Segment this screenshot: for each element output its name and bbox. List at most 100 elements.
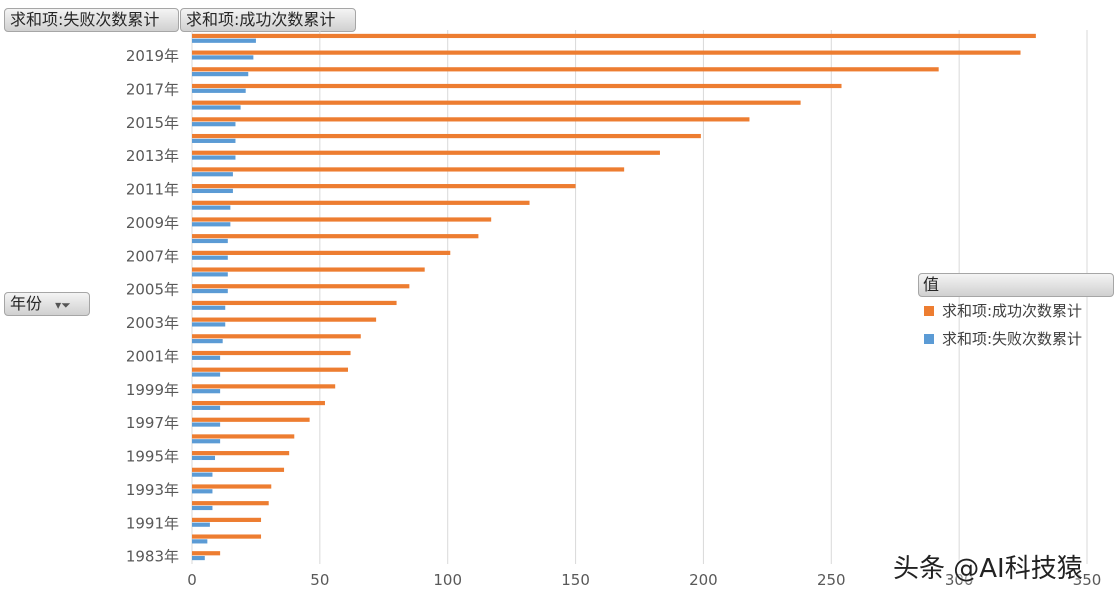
bar-success-8	[192, 167, 625, 172]
bar-fail-17	[192, 322, 226, 327]
legend-label-success: 求和项:成功次数累计	[942, 302, 1083, 320]
bar-fail-27	[192, 489, 213, 494]
bar-success-23	[192, 417, 310, 422]
y-tick-label-27: 1993年	[126, 481, 179, 499]
y-tick-label-7: 2013年	[126, 147, 179, 165]
bar-success-3	[192, 83, 842, 89]
bar-fail-21	[192, 389, 221, 394]
bar-success-4	[192, 100, 801, 105]
legend-swatch-fail	[924, 334, 934, 344]
x-tick-label-50: 50	[310, 571, 329, 589]
bar-success-28	[192, 501, 269, 506]
bar-fail-3	[192, 88, 246, 93]
bar-fail-29	[192, 522, 210, 527]
bar-fail-6	[192, 138, 236, 143]
bar-success-17	[192, 317, 377, 322]
bar-success-10	[192, 200, 530, 205]
bar-success-6	[192, 133, 701, 139]
bar-fail-8	[192, 172, 233, 177]
bar-fail-1	[192, 55, 254, 60]
y-tick-label-11: 2009年	[126, 214, 179, 232]
y-tick-label-29: 1991年	[126, 514, 179, 532]
bar-fail-31	[192, 555, 205, 561]
bar-fail-20	[192, 372, 221, 377]
filter-dropdown-icon[interactable]: ▾⏷	[55, 298, 71, 312]
x-axis-labels: 0 50 100 150 200 250 300 350	[187, 571, 1101, 589]
y-tick-label-17: 2003年	[126, 314, 179, 332]
y-tick-label-25: 1995年	[126, 448, 179, 466]
bar-fail-28	[192, 505, 213, 511]
bars	[192, 33, 1036, 561]
bar-success-25	[192, 451, 290, 456]
success-sum-field-button[interactable]: 求和项:成功次数累计	[180, 8, 356, 32]
x-tick-label-300: 300	[945, 571, 974, 589]
fail-sum-field-button[interactable]: 求和项:失败次数累计	[4, 8, 179, 32]
bar-success-7	[192, 150, 660, 155]
bar-success-26	[192, 467, 285, 472]
bar-fail-22	[192, 405, 221, 410]
legend-swatch-success	[924, 306, 934, 316]
bar-fail-5	[192, 122, 236, 127]
bar-fail-13	[192, 255, 228, 260]
x-tick-label-150: 150	[561, 571, 590, 589]
bar-fail-4	[192, 105, 241, 110]
bar-fail-19	[192, 355, 221, 360]
y-tick-label-21: 1999年	[126, 381, 179, 399]
legend-item-success: 求和项:成功次数累计	[918, 297, 1114, 325]
bar-fail-24	[192, 439, 221, 444]
bar-fail-23	[192, 422, 221, 427]
x-tick-label-100: 100	[433, 571, 462, 589]
bar-fail-11	[192, 222, 231, 227]
bar-fail-2	[192, 72, 249, 77]
bar-success-18	[192, 334, 361, 339]
bar-success-12	[192, 234, 479, 239]
bar-fail-18	[192, 339, 223, 344]
bar-success-19	[192, 350, 351, 356]
y-tick-label-9: 2011年	[126, 181, 179, 199]
bar-success-16	[192, 300, 397, 306]
bar-fail-10	[192, 205, 231, 210]
y-tick-label-15: 2005年	[126, 281, 179, 299]
bar-fail-25	[192, 455, 216, 461]
x-tick-label-350: 350	[1073, 571, 1102, 589]
bar-success-2	[192, 67, 939, 72]
bar-fail-26	[192, 472, 213, 477]
bar-success-31	[192, 551, 221, 556]
x-tick-label-0: 0	[187, 571, 197, 589]
bar-success-1	[192, 50, 1021, 55]
bar-fail-16	[192, 305, 226, 310]
bar-success-20	[192, 367, 348, 372]
year-field-label: 年份	[10, 294, 43, 313]
bar-success-22	[192, 400, 325, 406]
bar-fail-0	[192, 38, 256, 43]
y-tick-label-3: 2017年	[126, 80, 179, 98]
bar-fail-14	[192, 272, 228, 277]
y-tick-label-31: 1983年	[126, 548, 179, 566]
y-tick-label-23: 1997年	[126, 414, 179, 432]
bar-success-14	[192, 267, 425, 272]
y-tick-label-13: 2007年	[126, 247, 179, 265]
bar-success-5	[192, 117, 750, 122]
bar-success-29	[192, 517, 262, 522]
bar-success-24	[192, 434, 295, 439]
bar-fail-12	[192, 238, 228, 244]
bar-fail-30	[192, 539, 208, 544]
legend: 值 求和项:成功次数累计 求和项:失败次数累计	[918, 273, 1114, 353]
y-axis-labels: 2019年 2017年 2015年 2013年 2011年 2009年 2007年 2005年…	[126, 47, 179, 566]
bar-success-13	[192, 250, 451, 255]
legend-item-fail: 求和项:失败次数累计	[918, 325, 1114, 353]
x-tick-label-200: 200	[689, 571, 718, 589]
bar-fail-9	[192, 188, 233, 194]
legend-title[interactable]: 值	[918, 273, 1114, 297]
year-field-button[interactable]: 年份 ▾⏷	[4, 292, 90, 316]
bar-success-15	[192, 284, 410, 289]
y-tick-label-19: 2001年	[126, 347, 179, 365]
bar-success-21	[192, 384, 336, 389]
bar-fail-15	[192, 288, 228, 294]
bar-fail-7	[192, 155, 236, 160]
bar-success-11	[192, 217, 492, 222]
watermark-text: 头条 @AI科技猿	[893, 554, 1083, 584]
bar-success-27	[192, 484, 272, 489]
